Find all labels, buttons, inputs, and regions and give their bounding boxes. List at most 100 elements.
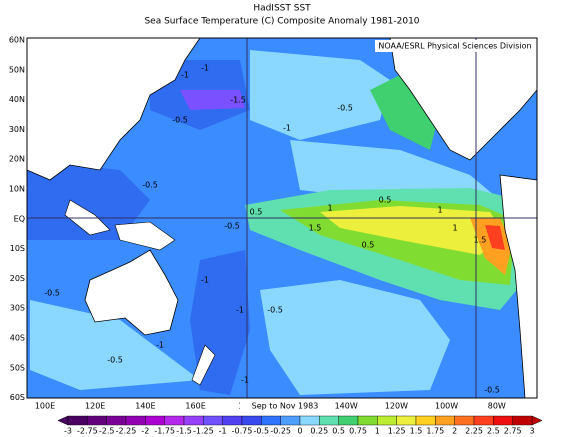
colorbar-label: -0.25: [270, 427, 291, 436]
colorbar-label: 1.5: [410, 427, 423, 436]
colorbar-arrow: [57, 415, 69, 426]
land-australia: [84, 249, 179, 336]
lat-label: 40S: [10, 334, 25, 343]
colorbar-segment: [357, 415, 378, 426]
colorbar-segment: [106, 415, 127, 426]
contour-label: -1: [241, 376, 249, 385]
contour-label: 0.5: [250, 208, 263, 217]
period-label: Sep to Nov 1983: [252, 402, 319, 411]
anomaly-region: [27, 160, 150, 240]
colorbar-segment: [338, 415, 359, 426]
colorbar-segment: [319, 415, 339, 426]
colorbar-label: 2.25: [465, 427, 483, 436]
colorbar-segment: [164, 415, 185, 426]
colorbar-label: -1.75: [154, 427, 175, 436]
colorbar-segment: [145, 415, 165, 426]
land-island: [114, 221, 176, 251]
colorbar-segment: [203, 415, 223, 426]
colorbar-label: 1.25: [388, 427, 406, 436]
lat-label: 30N: [9, 125, 25, 134]
contour-label: -1: [181, 71, 189, 80]
colorbar-segment: [222, 415, 243, 426]
title: HadISST SST: [253, 4, 311, 14]
colorbar-segment: [435, 415, 455, 426]
contour-label: -1: [236, 306, 244, 315]
contour-label: -1: [156, 341, 164, 350]
land-asia: [26, 37, 201, 181]
colorbar-label: 1.75: [426, 427, 444, 436]
contour-label: -1: [201, 276, 209, 285]
colorbar-label: -2: [141, 427, 149, 436]
colorbar-label: 0.25: [310, 427, 328, 436]
colorbar-segment: [67, 415, 88, 426]
colorbar-segment: [183, 415, 204, 426]
contour-label: 0.5: [362, 241, 375, 250]
lat-label: 10N: [9, 185, 25, 194]
lat-label: 60S: [10, 393, 25, 402]
colorbar-segment: [87, 415, 107, 426]
anomaly-region: [485, 225, 505, 250]
colorbar-label: -2.75: [77, 427, 98, 436]
colorbar-label: 1: [375, 427, 380, 436]
contour-label: -0.5: [224, 222, 240, 231]
colorbar-label: 0.75: [349, 427, 367, 436]
colorbar-segment: [454, 415, 475, 426]
colorbar-label: -1: [219, 427, 227, 436]
contour-label: 1: [452, 224, 457, 233]
colorbar-segment: [241, 415, 262, 426]
lon-label: 140W: [335, 402, 358, 411]
colorbar-label: 0: [297, 427, 302, 436]
map: NOAA/ESRL Physical Sciences Division: [26, 37, 538, 399]
colorbar-label: -0.5: [254, 427, 270, 436]
contour-label: 1: [437, 206, 442, 215]
anomaly-region: [260, 280, 450, 395]
lat-label: 10S: [10, 244, 25, 253]
lat-label: 20N: [9, 155, 25, 164]
contour-label: 0.5: [379, 196, 392, 205]
colorbar-segment: [396, 415, 417, 426]
contour-label: -1: [201, 64, 209, 73]
lat-label: EQ: [14, 214, 25, 223]
anomaly-region: [180, 90, 245, 110]
contour-label: -0.5: [337, 104, 353, 113]
colorbar-segment: [261, 415, 281, 426]
map-frame: [26, 37, 538, 399]
colorbar-label: 2: [452, 427, 457, 436]
colorbar-segment: [415, 415, 436, 426]
colorbar-label: 3: [529, 427, 534, 436]
contour-label: 1: [327, 204, 332, 213]
contour-label: -0.5: [107, 356, 123, 365]
anomaly-region: [470, 218, 512, 275]
lon-label: 100E: [35, 402, 55, 411]
source-label: NOAA/ESRL Physical Sciences Division: [378, 42, 531, 51]
contour-label: -0.5: [44, 289, 60, 298]
colorbar-arrow: [531, 415, 543, 426]
lat-label: 50N: [9, 65, 25, 74]
lat-label: 60N: [9, 36, 25, 45]
colorbar-segment: [493, 415, 513, 426]
period-box: [240, 401, 330, 411]
lon-label: 120E: [85, 402, 105, 411]
colorbar-label: -2.5: [99, 427, 115, 436]
colorbar-segment: [299, 415, 320, 426]
land-new-zealand: [191, 344, 216, 386]
lon-label: 140E: [135, 402, 155, 411]
contour-label: -1.5: [230, 96, 246, 105]
lon-label: 160E: [185, 402, 205, 411]
contour-label: -1: [283, 124, 291, 133]
contour-label: 1.5: [474, 236, 487, 245]
lat-label: 50S: [10, 363, 25, 372]
contour-label: -0.5: [142, 181, 158, 190]
lat-label: 20S: [10, 274, 25, 283]
anomaly-region: [30, 300, 200, 390]
colorbar-segment: [512, 415, 533, 426]
colorbar-label: 2.5: [487, 427, 500, 436]
colorbar-segment: [473, 415, 494, 426]
contour-label: -0.5: [484, 386, 500, 395]
colorbar-segment: [125, 415, 146, 426]
lon-label: 120W: [385, 402, 408, 411]
colorbar-label: -3: [64, 427, 72, 436]
colorbar-label: 2.75: [504, 427, 522, 436]
anomaly-region: [290, 140, 500, 200]
